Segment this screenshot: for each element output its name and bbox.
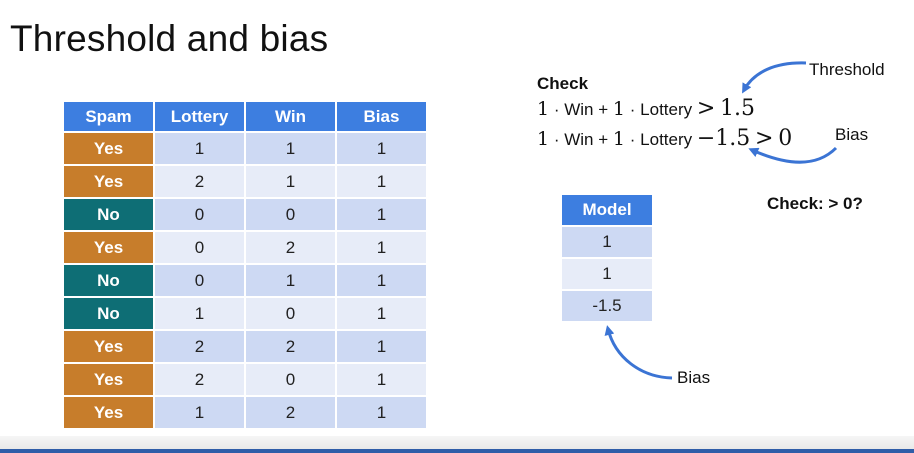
term-win: Win <box>564 100 594 119</box>
multiply-dot: · <box>553 130 560 149</box>
win-cell: 1 <box>246 166 335 197</box>
multiply-dot: · <box>629 130 636 149</box>
spam-label-cell: Yes <box>64 166 153 197</box>
check-heading: Check <box>537 74 589 93</box>
model-header: Model <box>562 195 652 225</box>
coefficient: 1 <box>612 98 626 120</box>
spam-label-cell: Yes <box>64 232 153 263</box>
term-lottery: Lottery <box>640 100 693 119</box>
bias-cell: 1 <box>337 133 426 164</box>
spam-label-cell: Yes <box>64 133 153 164</box>
bias-cell: 1 <box>337 331 426 362</box>
slide-title: Threshold and bias <box>10 18 329 59</box>
header-lottery: Lottery <box>155 102 244 131</box>
lottery-cell: 1 <box>155 397 244 428</box>
spam-data-table: Spam Lottery Win Bias Yes 1 1 1 Yes 2 1 … <box>62 100 428 430</box>
table-header-row: Spam Lottery Win Bias <box>64 102 426 131</box>
lottery-cell: 1 <box>155 298 244 329</box>
threshold-annotation: Threshold <box>809 60 885 79</box>
table-row: Yes 0 2 1 <box>64 232 426 263</box>
plus-sign: + <box>598 100 609 119</box>
bottom-accent-line <box>0 449 914 453</box>
model-header-row: Model <box>562 195 652 225</box>
bias-arrow-bottom <box>604 325 673 380</box>
table-row: Yes 1 2 1 <box>64 397 426 428</box>
greater-than: > <box>755 126 774 151</box>
bottom-bar <box>0 436 914 453</box>
bias-cell: 1 <box>337 397 426 428</box>
table-row: Yes 2 0 1 <box>64 364 426 395</box>
lottery-cell: 0 <box>155 232 244 263</box>
lottery-cell: 2 <box>155 331 244 362</box>
threshold-value: 1.5 <box>720 96 756 121</box>
win-cell: 0 <box>246 199 335 230</box>
bias-annotation-top: Bias <box>835 125 869 144</box>
bias-annotation-bottom: Bias <box>677 368 711 387</box>
lottery-cell: 2 <box>155 364 244 395</box>
lottery-cell: 0 <box>155 265 244 296</box>
header-win: Win <box>246 102 335 131</box>
plus-sign: + <box>598 130 609 149</box>
header-spam: Spam <box>64 102 153 131</box>
lottery-cell: 0 <box>155 199 244 230</box>
win-cell: 1 <box>246 133 335 164</box>
multiply-dot: · <box>553 100 560 119</box>
table-row: Yes 1 1 1 <box>64 133 426 164</box>
threshold-arrow <box>742 61 807 94</box>
win-cell: 0 <box>246 298 335 329</box>
win-cell: 2 <box>246 232 335 263</box>
model-bias-cell: -1.5 <box>562 291 652 321</box>
bias-cell: 1 <box>337 199 426 230</box>
coefficient: 1 <box>537 98 550 120</box>
bias-cell: 1 <box>337 265 426 296</box>
win-cell: 2 <box>246 397 335 428</box>
multiply-dot: · <box>629 100 636 119</box>
threshold-inequality: 1 · Win + 1 · Lottery > 1.5 <box>537 96 755 121</box>
greater-than: > <box>696 96 716 121</box>
term-lottery: Lottery <box>640 130 693 149</box>
coefficient: 1 <box>612 128 626 150</box>
spam-label-cell: Yes <box>64 364 153 395</box>
table-row: 1 <box>562 227 652 257</box>
table-row: No 0 1 1 <box>64 265 426 296</box>
lottery-cell: 1 <box>155 133 244 164</box>
model-weight-cell: 1 <box>562 227 652 257</box>
table-row: Yes 2 2 1 <box>64 331 426 362</box>
table-row: No 0 0 1 <box>64 199 426 230</box>
table-row: No 1 0 1 <box>64 298 426 329</box>
model-weight-cell: 1 <box>562 259 652 289</box>
bias-arrow-top <box>748 146 838 164</box>
spam-label-cell: No <box>64 199 153 230</box>
bias-inequality: 1 · Win + 1 · Lottery −1.5 > 0 <box>537 126 792 151</box>
spam-label-cell: No <box>64 298 153 329</box>
bias-cell: 1 <box>337 166 426 197</box>
spam-label-cell: Yes <box>64 397 153 428</box>
win-cell: 1 <box>246 265 335 296</box>
win-cell: 0 <box>246 364 335 395</box>
bias-term: −1.5 <box>696 126 751 151</box>
bias-cell: 1 <box>337 232 426 263</box>
win-cell: 2 <box>246 331 335 362</box>
table-row: -1.5 <box>562 291 652 321</box>
table-row: Yes 2 1 1 <box>64 166 426 197</box>
term-win: Win <box>564 130 594 149</box>
model-table: Model 1 1 -1.5 <box>560 193 654 323</box>
header-bias: Bias <box>337 102 426 131</box>
bias-cell: 1 <box>337 364 426 395</box>
spam-label-cell: No <box>64 265 153 296</box>
zero-value: 0 <box>778 126 793 151</box>
spam-label-cell: Yes <box>64 331 153 362</box>
coefficient: 1 <box>537 128 550 150</box>
check-zero-annotation: Check: > 0? <box>767 194 863 213</box>
lottery-cell: 2 <box>155 166 244 197</box>
table-row: 1 <box>562 259 652 289</box>
bias-cell: 1 <box>337 298 426 329</box>
